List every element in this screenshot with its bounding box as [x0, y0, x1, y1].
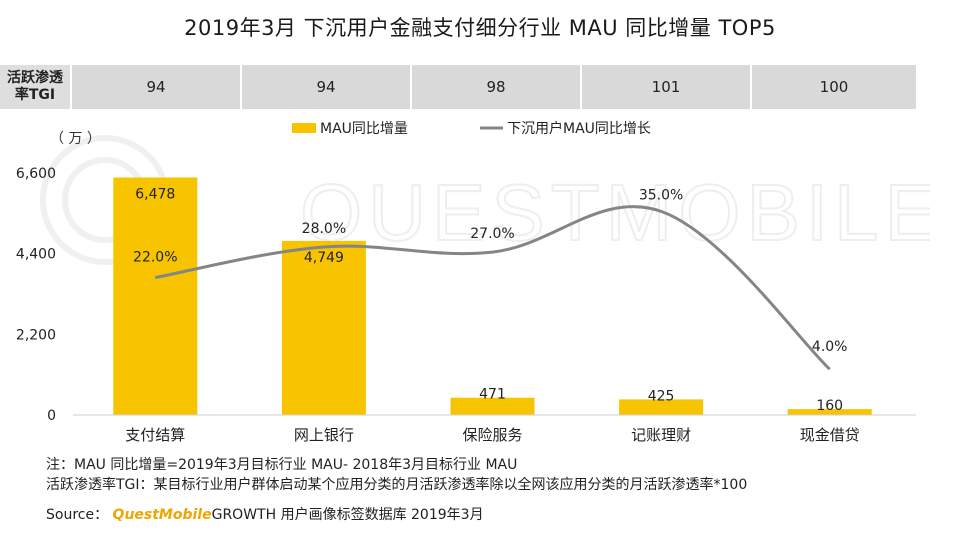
note-line: 注：MAU 同比增量=2019年3月目标行业 MAU- 2018年3月目标行业 …	[46, 457, 518, 473]
bar	[281, 240, 366, 415]
bar-value-label: 6,478	[135, 186, 175, 202]
line-value-label: 22.0%	[133, 250, 177, 266]
legend: MAU同比增量 下沉用户MAU同比增长	[292, 120, 651, 137]
bar-value-label: 425	[648, 388, 675, 404]
tgi-value: 94	[72, 65, 240, 109]
line-value-label: 35.0%	[639, 187, 683, 203]
y-tick-label: 2,200	[16, 327, 56, 343]
line-value-label: 4.0%	[812, 339, 848, 355]
legend-label-line: 下沉用户MAU同比增长	[507, 120, 651, 137]
tgi-value: 94	[242, 65, 410, 109]
bar-value-label: 160	[816, 398, 843, 414]
tgi-row: 活跃渗透率TGI 94 94 98 101 100	[0, 65, 916, 109]
line-value-label: 27.0%	[470, 226, 514, 242]
x-tick-label: 保险服务	[462, 426, 522, 444]
x-tick-label: 支付结算	[125, 426, 185, 444]
bar-value-label: 471	[479, 387, 506, 403]
notes: 注：MAU 同比增量=2019年3月目标行业 MAU- 2018年3月目标行业 …	[46, 455, 747, 495]
x-tick-label: 现金借贷	[800, 426, 860, 444]
source: Source： QuestMobileGROWTH 用户画像标签数据库 2019…	[46, 504, 484, 524]
note-line: 活跃渗透率TGI：某目标行业用户群体启动某个应用分类的月活跃渗透率除以全网该应用…	[46, 477, 748, 493]
x-axis-labels: 支付结算 网上银行 保险服务 记账理财 现金借贷	[125, 426, 859, 444]
y-axis: 0 2,200 4,400 6,600	[16, 166, 56, 424]
tgi-value: 101	[582, 65, 750, 109]
y-tick-label: 0	[47, 408, 56, 424]
bar	[450, 397, 535, 415]
line-labels: 22.0% 28.0% 27.0% 35.0% 4.0%	[133, 187, 847, 355]
tgi-label: 活跃渗透率TGI	[0, 65, 70, 109]
source-brand: QuestMobile	[112, 507, 212, 523]
bars	[113, 177, 872, 415]
bar-value-label: 4,749	[304, 250, 344, 266]
bar	[619, 399, 704, 415]
chart-title: 2019年3月 下沉用户金融支付细分行业 MAU 同比增量 TOP5	[184, 16, 776, 40]
legend-swatch-bar	[292, 123, 316, 133]
line-value-label: 28.0%	[302, 221, 346, 237]
y-tick-label: 4,400	[16, 247, 56, 263]
x-tick-label: 网上银行	[294, 426, 354, 444]
legend-label-bar: MAU同比增量	[320, 121, 408, 137]
bar	[787, 409, 872, 415]
tgi-value: 100	[752, 65, 916, 109]
x-tick-label: 记账理财	[631, 426, 691, 444]
unit-label: （ 万 ）	[50, 131, 101, 147]
tgi-value: 98	[412, 65, 580, 109]
source-rest: GROWTH 用户画像标签数据库 2019年3月	[211, 507, 484, 523]
bar	[113, 177, 198, 415]
y-tick-label: 6,600	[16, 166, 56, 182]
bar-labels: 6,478 4,749 471 425 160	[135, 186, 843, 414]
growth-line	[155, 205, 831, 371]
source-prefix: Source：	[46, 507, 109, 523]
